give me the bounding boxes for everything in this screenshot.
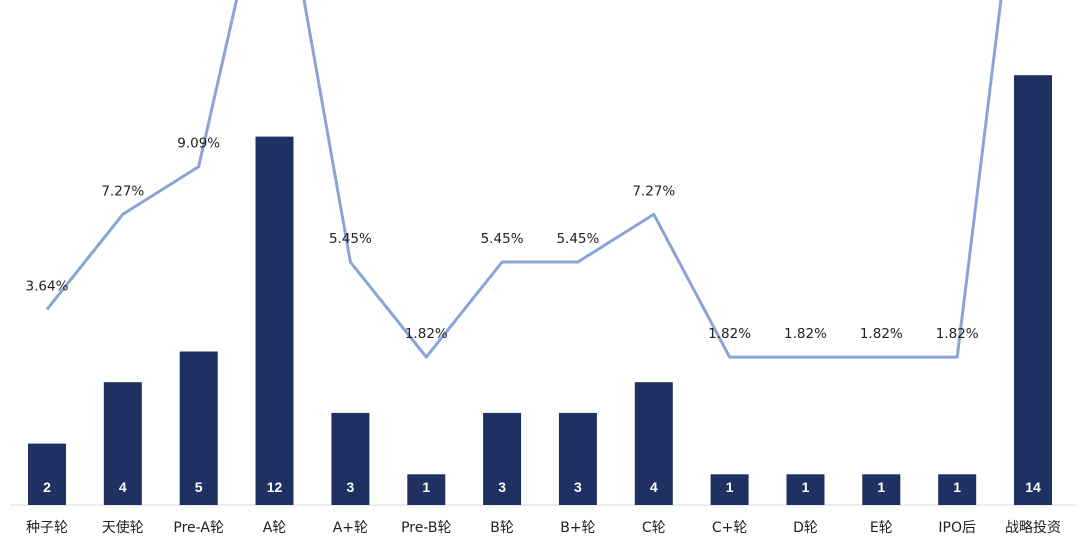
- category-label: A轮: [263, 520, 287, 536]
- bar-value-label: 1: [802, 479, 810, 495]
- bar-value-label: 4: [119, 479, 127, 495]
- bar-value-label: 1: [422, 479, 430, 495]
- bar-8: [634, 382, 673, 505]
- percentage-label: 1.82%: [784, 326, 827, 342]
- category-labels: 种子轮 天使轮 Pre-A轮 A轮 A+轮 Pre-B轮 B轮 B+轮 C轮 C+轮 D轮 E轮 IPO…: [26, 519, 1061, 536]
- percentage-label: 7.27%: [632, 183, 675, 199]
- category-label: IPO后: [938, 520, 976, 536]
- bar-series: [28, 75, 1052, 505]
- bar-9: [710, 474, 749, 505]
- bar-value-label: 14: [1025, 479, 1041, 495]
- category-label: A+轮: [333, 520, 368, 536]
- bar-10: [786, 474, 825, 505]
- percentage-label: 1.82%: [405, 326, 448, 342]
- bar-value-label: 12: [267, 479, 283, 495]
- percentage-label: 1.82%: [708, 326, 751, 342]
- percentage-label: 7.27%: [101, 183, 144, 199]
- category-label: 战略投资: [1005, 520, 1061, 536]
- bar-value-label: 2: [43, 479, 51, 495]
- bar-5: [407, 474, 446, 505]
- bar-value-label: 3: [347, 479, 355, 495]
- bar-4: [331, 412, 370, 505]
- bar-3: [255, 136, 294, 505]
- category-label: 天使轮: [102, 519, 144, 536]
- bar-6: [483, 412, 522, 505]
- category-label: C轮: [642, 520, 666, 536]
- percentage-label: 3.64%: [26, 278, 69, 294]
- bar-7: [558, 412, 597, 505]
- bar-12: [938, 474, 977, 505]
- bar-11: [862, 474, 901, 505]
- bar-value-label: 3: [498, 479, 506, 495]
- category-label: B轮: [490, 520, 514, 536]
- percentage-label: 1.82%: [936, 326, 979, 342]
- percentage-line: [45, 0, 1003, 359]
- percentage-label: 9.09%: [177, 136, 220, 152]
- bar-value-label: 1: [726, 479, 734, 495]
- percentage-labels: 3.64%7.27%9.09%21.82%5.45%1.82%5.45%5.45…: [26, 136, 979, 343]
- category-label: B+轮: [560, 520, 595, 536]
- bar-2: [179, 351, 218, 505]
- bar-value-label: 3: [574, 479, 582, 495]
- bar-value-label: 5: [195, 479, 203, 495]
- category-label: Pre-B轮: [401, 520, 451, 536]
- percentage-label: 5.45%: [329, 231, 372, 247]
- bar-value-label: 1: [877, 479, 885, 495]
- bar-13: [1014, 75, 1052, 505]
- category-label: Pre-A轮: [173, 520, 224, 536]
- bar-value-label: 4: [650, 479, 658, 495]
- category-label: C+轮: [712, 520, 748, 536]
- percentage-label: 5.45%: [481, 231, 524, 247]
- bar-0: [28, 443, 66, 505]
- category-label: D轮: [793, 520, 818, 536]
- bar-1: [103, 382, 142, 505]
- category-label: E轮: [870, 520, 893, 536]
- bar-value-labels: 2 4 5 12 3 1 3 3 4 1 1 1 1 14: [43, 479, 1041, 495]
- bar-value-label: 1: [953, 479, 961, 495]
- percentage-label: 1.82%: [860, 326, 903, 342]
- percentage-label: 5.45%: [556, 231, 599, 247]
- category-label: 种子轮: [26, 520, 68, 536]
